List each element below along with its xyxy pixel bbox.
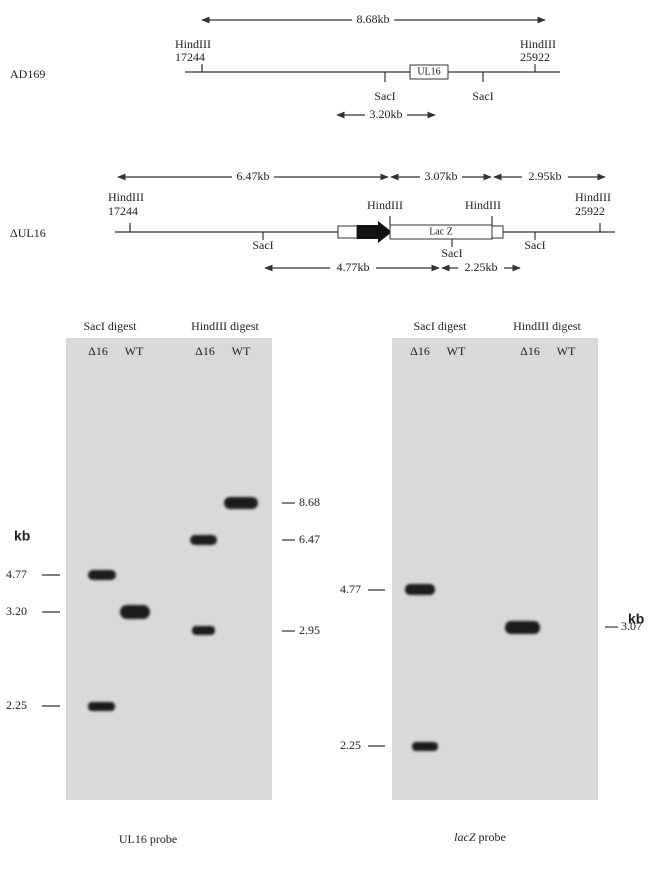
lane-label: WT bbox=[232, 344, 251, 358]
digest-label: HindIII digest bbox=[513, 319, 581, 333]
probe-name: lacZ bbox=[454, 830, 476, 844]
site-position: 25922 bbox=[575, 204, 605, 218]
marker-label: 2.95 bbox=[299, 623, 320, 637]
marker-label: 4.77 bbox=[340, 582, 361, 596]
digest-label: SacI digest bbox=[414, 319, 468, 333]
digest-label: SacI digest bbox=[84, 319, 138, 333]
lane-label: Δ16 bbox=[410, 344, 430, 358]
site-position: 25922 bbox=[520, 50, 550, 64]
band bbox=[88, 702, 115, 711]
site-label: HindIII bbox=[520, 37, 556, 51]
probe-name: UL16 bbox=[119, 832, 147, 846]
blot-ul16: SacI digest HindIII digest Δ16 WT Δ16 WT… bbox=[6, 319, 320, 846]
probe-word: probe bbox=[479, 830, 506, 844]
site-label: SacI bbox=[252, 238, 273, 252]
gel bbox=[392, 338, 598, 800]
site-label: HindIII bbox=[175, 37, 211, 51]
gene-label: UL16 bbox=[417, 66, 440, 77]
site-label: HindIII bbox=[367, 198, 403, 212]
gel bbox=[66, 338, 272, 800]
span-label: 4.77kb bbox=[337, 260, 370, 274]
blot-lacz: SacI digest HindIII digest Δ16 WT Δ16 WT… bbox=[340, 319, 644, 844]
marker-label: 4.77 bbox=[6, 567, 27, 581]
band bbox=[88, 570, 116, 580]
ad169-map: 8.68kb HindIII 17244 HindIII 25922 AD169… bbox=[10, 12, 560, 123]
digest-label: HindIII digest bbox=[191, 319, 259, 333]
insert-label: Lac Z bbox=[429, 226, 453, 237]
site-label: SacI bbox=[374, 89, 395, 103]
lane-label: WT bbox=[447, 344, 466, 358]
site-label: HindIII bbox=[108, 190, 144, 204]
span-label: 3.07kb bbox=[425, 169, 458, 183]
site-label: SacI bbox=[524, 238, 545, 252]
site-label: HindIII bbox=[465, 198, 501, 212]
lane-label: Δ16 bbox=[195, 344, 215, 358]
span-label: 8.68kb bbox=[357, 12, 390, 26]
marker-label: 2.25 bbox=[6, 698, 27, 712]
marker-label: 3.07 bbox=[621, 619, 642, 633]
site-label: SacI bbox=[472, 89, 493, 103]
span-label: 2.25kb bbox=[465, 260, 498, 274]
lane-label: WT bbox=[557, 344, 576, 358]
site-label: HindIII bbox=[575, 190, 611, 204]
band bbox=[505, 621, 540, 634]
lane-label: WT bbox=[125, 344, 144, 358]
flank-box bbox=[492, 226, 503, 238]
span-label: 3.20kb bbox=[370, 107, 403, 121]
site-position: 17244 bbox=[108, 204, 138, 218]
marker-label: 2.25 bbox=[340, 738, 361, 752]
band bbox=[192, 626, 215, 635]
strain-label: ΔUL16 bbox=[10, 226, 46, 240]
marker-label: 8.68 bbox=[299, 495, 320, 509]
site-position: 17244 bbox=[175, 50, 205, 64]
figure: 8.68kb HindIII 17244 HindIII 25922 AD169… bbox=[0, 0, 650, 876]
span-label: 6.47kb bbox=[237, 169, 270, 183]
probe-caption: UL16 probe bbox=[119, 832, 177, 846]
band bbox=[405, 584, 435, 595]
band bbox=[412, 742, 438, 751]
lane-label: Δ16 bbox=[520, 344, 540, 358]
band bbox=[224, 497, 258, 509]
strain-label: AD169 bbox=[10, 67, 45, 81]
promoter-arrow bbox=[357, 221, 392, 243]
marker-label: 6.47 bbox=[299, 532, 320, 546]
probe-caption: lacZ probe bbox=[454, 830, 506, 844]
band bbox=[190, 535, 217, 545]
span-label: 2.95kb bbox=[529, 169, 562, 183]
probe-word: probe bbox=[150, 832, 177, 846]
lane-label: Δ16 bbox=[88, 344, 108, 358]
flank-box bbox=[338, 226, 357, 238]
marker-label: 3.20 bbox=[6, 604, 27, 618]
dul16-map: 6.47kb 3.07kb 2.95kb HindIII 17244 HindI… bbox=[10, 169, 615, 276]
unit-label: kb bbox=[14, 528, 30, 544]
band bbox=[120, 605, 150, 619]
site-label: SacI bbox=[441, 246, 462, 260]
